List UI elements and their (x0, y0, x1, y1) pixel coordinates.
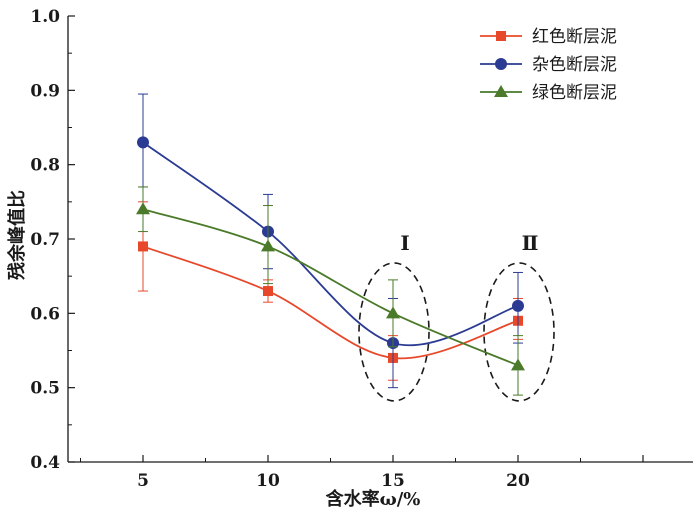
x-axis-label: 含水率ω/% (326, 488, 421, 510)
annotation-label: Ⅰ (400, 231, 409, 255)
data-point (137, 136, 149, 149)
annotation-ellipse (483, 262, 555, 402)
legend-marker (494, 85, 508, 97)
y-tick-label: 0.8 (30, 156, 60, 176)
y-axis-label: 残余峰值比 (6, 190, 28, 280)
annotation-ellipse (358, 262, 430, 402)
y-tick-label: 0.7 (30, 230, 60, 250)
data-point (263, 286, 273, 297)
legend-label: 绿色断层泥 (532, 83, 617, 103)
data-point (386, 306, 400, 319)
legend-label: 杂色断层泥 (532, 55, 617, 75)
y-tick-label: 0.5 (30, 379, 60, 399)
data-point (136, 202, 150, 215)
legend-label: 红色断层泥 (532, 27, 617, 47)
x-tick-label: 5 (137, 471, 149, 491)
series-line (142, 245, 519, 360)
data-point (511, 358, 525, 371)
annotation-label: Ⅱ (522, 231, 539, 255)
y-tick-label: 0.6 (30, 304, 60, 324)
x-tick-label: 20 (506, 471, 530, 491)
legend-marker (496, 31, 506, 41)
data-point (261, 239, 275, 252)
x-tick-label: 15 (381, 471, 405, 491)
series-line (142, 141, 519, 346)
data-point (512, 299, 524, 312)
series-3 (136, 186, 525, 396)
data-point (138, 241, 148, 252)
series-group (136, 93, 525, 396)
y-tick-label: 0.9 (30, 81, 60, 101)
y-tick-label: 1.0 (30, 7, 60, 27)
legend-marker (495, 58, 507, 70)
series-1 (138, 201, 523, 381)
series-line (142, 208, 519, 367)
y-tick-label: 0.4 (30, 453, 60, 473)
x-tick-label: 10 (256, 471, 280, 491)
axes: 0.4 0.5 0.6 0.7 0.8 0.9 1.0 5 10 15 20 (30, 7, 693, 491)
